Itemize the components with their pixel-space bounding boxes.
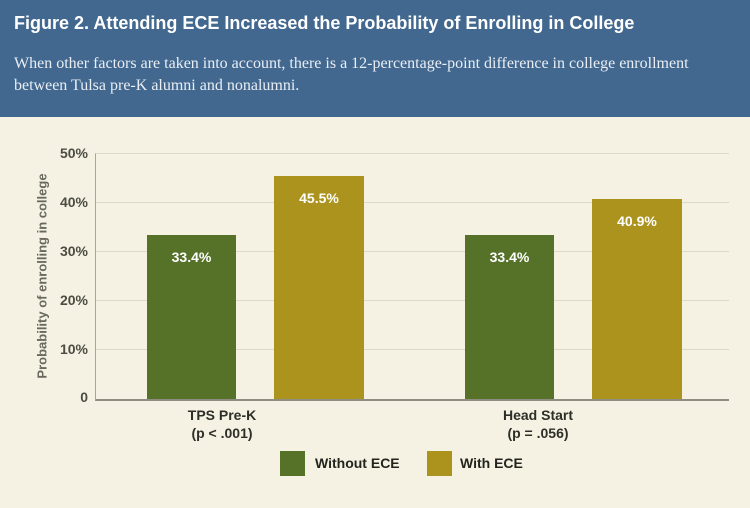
legend-label-without-ece: Without ECE [315, 455, 400, 471]
x-category-head-start: Head Start (p = .056) [503, 406, 573, 442]
gridline-40 [96, 202, 729, 203]
category-label: TPS Pre-K [187, 407, 257, 423]
y-tick-20: 20% [59, 292, 88, 308]
category-label: Head Start [502, 407, 574, 423]
x-category-tps-prek: TPS Pre-K (p < .001) [188, 406, 256, 442]
category-p-value: (p < .001) [191, 425, 253, 441]
y-tick-30: 30% [59, 243, 88, 259]
y-tick-10: 10% [59, 341, 88, 357]
y-tick-0: 0 [80, 389, 88, 405]
figure-subtitle: When other factors are taken into accoun… [14, 55, 689, 94]
gridline-10 [96, 349, 729, 350]
gridline-30 [96, 251, 729, 252]
y-tick-40: 40% [59, 194, 88, 210]
legend-swatch-without-ece [280, 451, 305, 476]
figure-header: Figure 2. Attending ECE Increased the Pr… [0, 0, 750, 117]
bar-value-label: 33.4% [171, 249, 212, 265]
bar-value-label: 33.4% [489, 249, 530, 265]
plot-area: 33.4% 45.5% 33.4% 40.9% [95, 153, 729, 401]
y-tick-50: 50% [59, 145, 88, 161]
gridline-20 [96, 300, 729, 301]
legend-swatch-with-ece [427, 451, 452, 476]
bar-with-ece-head-start: 40.9% [592, 199, 682, 399]
bar-value-label: 45.5% [299, 190, 339, 206]
figure-title: Figure 2. Attending ECE Increased the Pr… [14, 13, 635, 33]
bar-value-label: 40.9% [617, 213, 657, 229]
bar-without-ece-tps-prek: 33.4% [147, 235, 236, 399]
bar-with-ece-tps-prek: 45.5% [274, 176, 364, 399]
category-p-value: (p = .056) [507, 425, 569, 441]
legend-label-with-ece: With ECE [460, 455, 523, 471]
bar-without-ece-head-start: 33.4% [465, 235, 554, 399]
